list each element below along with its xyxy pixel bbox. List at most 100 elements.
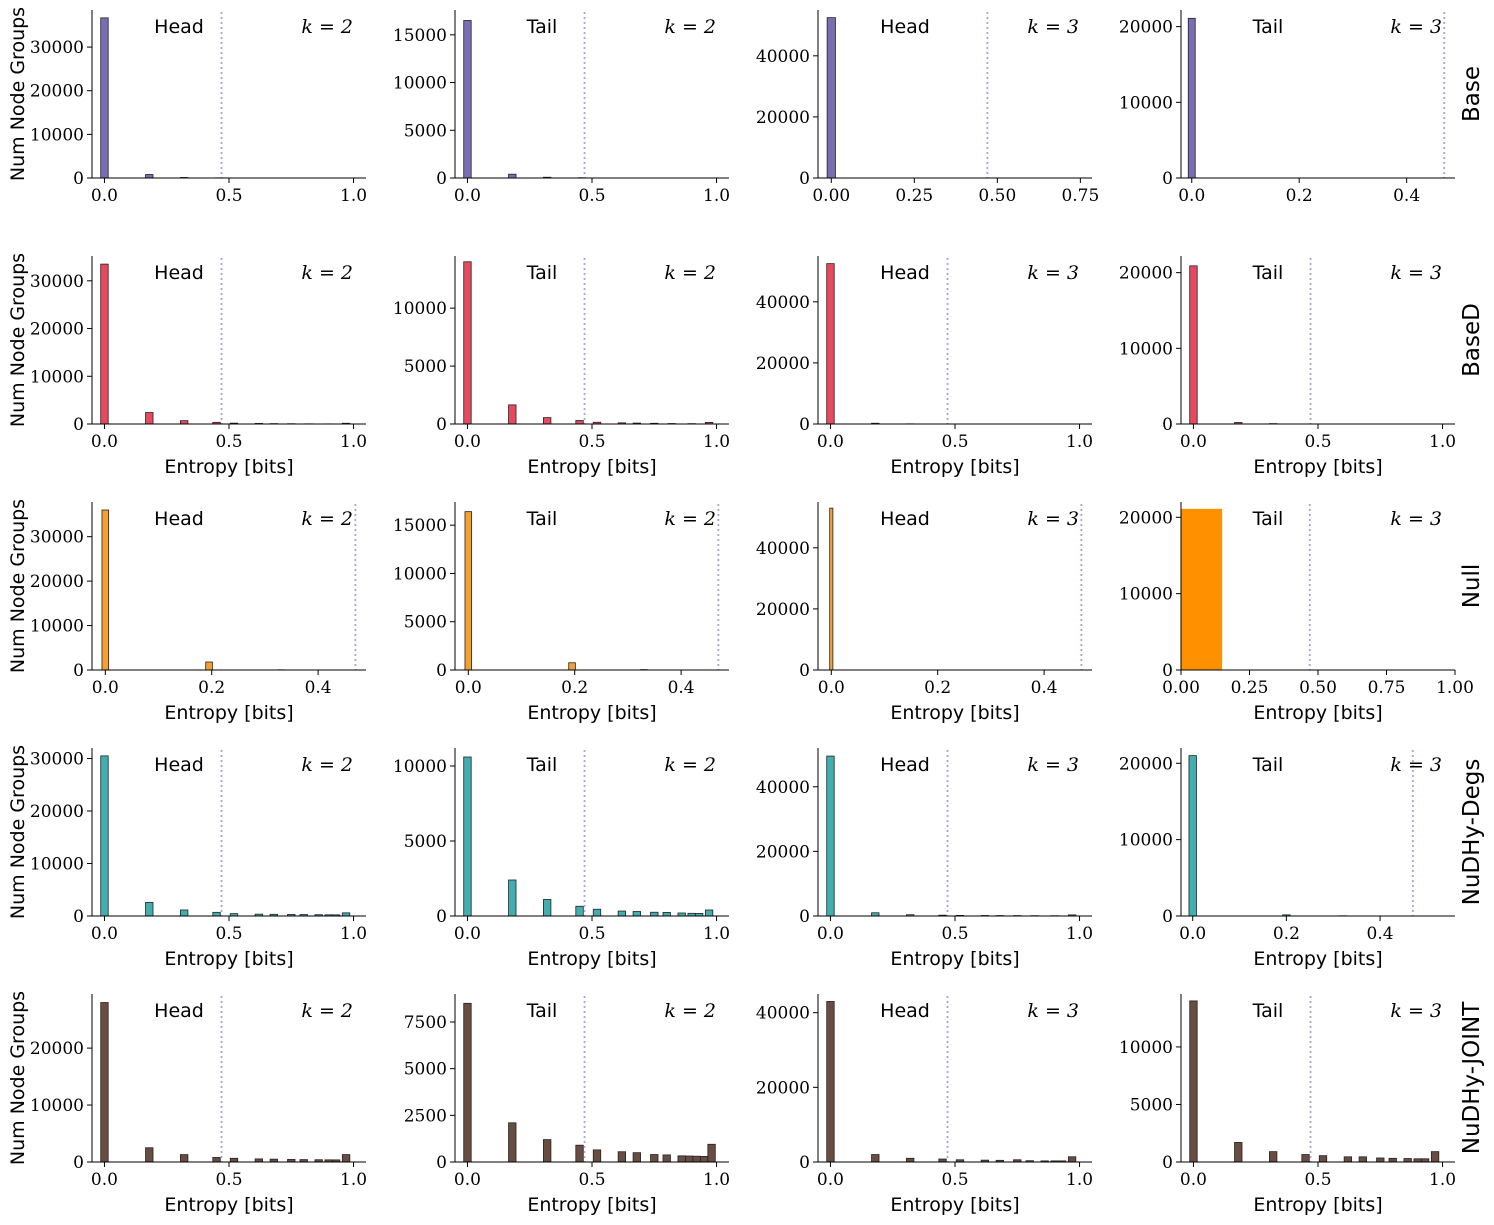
histogram-bar (463, 261, 472, 425)
y-tick-label: 40000 (756, 778, 810, 798)
panel-r0-c0: 0 10000 20000 30000 0.0 0.5 1.0 Head k = 2 (30, 10, 367, 206)
y-tick-label: 20000 (756, 108, 810, 128)
x-tick-label: 1.0 (340, 924, 367, 944)
y-tick-label: 0 (73, 661, 84, 681)
panel-subset-label: Tail (526, 262, 558, 284)
histogram-bar (592, 1149, 602, 1163)
x-axis-label: Entropy [bits] (1253, 456, 1382, 478)
histogram-bar (463, 756, 472, 917)
y-tick-label: 10000 (393, 757, 447, 777)
histogram-bar (1189, 265, 1198, 425)
histogram-bar (906, 1157, 915, 1163)
y-tick-label: 10000 (393, 299, 447, 319)
row-label-nudhy-joint: NuDHy-JOINT (1459, 1001, 1485, 1154)
panel-r2-c0: 0 10000 20000 30000 0.0 0.2 0.4 Head k = 2 Entrop… (30, 502, 366, 724)
y-tick-label: 10000 (1119, 1038, 1173, 1058)
x-tick-label: 1.0 (703, 186, 730, 206)
panel-subset-label: Head (880, 262, 930, 284)
x-tick-label: 0.2 (924, 678, 951, 698)
y-tick-label: 20000 (756, 600, 810, 620)
x-tick-label: 0.50 (978, 186, 1016, 206)
x-tick-label: 0.75 (1061, 186, 1099, 206)
x-tick-label: 0.50 (1299, 678, 1337, 698)
y-tick-label: 30000 (30, 750, 84, 770)
panel-k-label: k = 3 (1390, 1000, 1442, 1022)
panel-r4-c1: 0 2500 5000 7500 0.0 0.5 1.0 Tail k = 2 Entropy [… (404, 994, 730, 1216)
x-tick-label: 1.0 (1066, 432, 1093, 452)
x-tick-label: 0.5 (578, 186, 605, 206)
x-tick-label: 0.0 (1179, 924, 1206, 944)
histogram-bar (1388, 1157, 1397, 1163)
x-tick-label: 0.2 (561, 678, 588, 698)
panel-subset-label: Tail (526, 754, 558, 776)
y-tick-label: 0 (1162, 415, 1173, 435)
x-axis-label: Entropy [bits] (1253, 702, 1382, 724)
y-tick-label: 0 (1162, 661, 1173, 681)
panel-k-label: k = 3 (1390, 262, 1442, 284)
histogram-bar (205, 661, 213, 671)
y-tick-label: 20000 (1119, 264, 1173, 284)
histogram-bar (685, 1155, 694, 1163)
y-tick-label: 0 (73, 907, 84, 927)
panel-k-label: k = 2 (301, 508, 353, 530)
y-axis-label: Num Node Groups (7, 7, 29, 181)
y-tick-label: 0 (799, 415, 810, 435)
panel-subset-label: Head (154, 1000, 204, 1022)
x-axis-label: Entropy [bits] (890, 456, 1019, 478)
x-tick-label: 0.0 (454, 1170, 481, 1190)
y-tick-label: 15000 (393, 26, 447, 46)
y-tick-label: 30000 (30, 528, 84, 548)
histogram-bar (1181, 508, 1223, 670)
panel-k-label: k = 2 (301, 1000, 353, 1022)
panel-k-label: k = 3 (1390, 16, 1442, 38)
histogram-bar (592, 908, 602, 917)
histogram-bar (1430, 1151, 1440, 1163)
panel-subset-label: Tail (1252, 16, 1284, 38)
x-axis-label: Entropy [bits] (890, 1194, 1019, 1216)
panel-subset-label: Tail (1252, 262, 1284, 284)
x-tick-label: 0.25 (1231, 678, 1269, 698)
histogram-bar (145, 901, 154, 917)
panel-r3-c0: 0 10000 20000 30000 0.0 0.5 1.0 Head k = 2 Entrop… (30, 748, 367, 970)
x-axis-label: Entropy [bits] (164, 1194, 293, 1216)
histogram-bar (1234, 1142, 1243, 1163)
histogram-bar (826, 17, 836, 179)
panel-k-label: k = 2 (664, 1000, 716, 1022)
y-tick-label: 10000 (1119, 93, 1173, 113)
y-tick-label: 20000 (1119, 18, 1173, 38)
histogram-bar (677, 1155, 686, 1163)
histogram-bar (100, 1002, 109, 1163)
panel-subset-label: Head (154, 16, 204, 38)
y-tick-label: 5000 (404, 832, 447, 852)
panel-r2-c2: 0 20000 40000 0.0 0.2 0.4 Head k = 3 Entropy [bi… (756, 502, 1092, 724)
x-tick-label: 0.2 (1273, 924, 1300, 944)
x-tick-label: 0.4 (1393, 186, 1420, 206)
histogram-bar (180, 1154, 189, 1163)
y-tick-label: 30000 (30, 38, 84, 58)
panel-r0-c1: 0 5000 10000 15000 0.0 0.5 1.0 Tail k = 2 (393, 10, 730, 206)
histogram-bar (632, 1152, 641, 1163)
panel-r1-c1: 0 5000 10000 0.0 0.5 1.0 Tail k = 2 Entropy [bit… (393, 256, 730, 478)
histogram-bar (1376, 1157, 1385, 1163)
histogram-bar (100, 755, 109, 917)
x-axis-label: Entropy [bits] (890, 702, 1019, 724)
histogram-bar (341, 1154, 351, 1163)
x-tick-label: 0.00 (1162, 678, 1200, 698)
panel-subset-label: Tail (1252, 754, 1284, 776)
histogram-bar (464, 511, 473, 671)
y-tick-label: 40000 (756, 539, 810, 559)
histogram-bar (826, 1001, 835, 1163)
y-axis-label: Num Node Groups (7, 253, 29, 427)
panel-r3-c2: 0 20000 40000 0.0 0.5 1.0 Head k = 3 Entropy [bi… (756, 748, 1093, 970)
histogram-bar (145, 1147, 154, 1163)
histogram-bar (145, 174, 154, 179)
histogram-bar (180, 909, 189, 917)
histogram-bar (543, 899, 552, 917)
histogram-bar (1067, 1156, 1077, 1163)
histogram-bar (1189, 1000, 1198, 1163)
panel-r3-c3: 0 10000 20000 0.0 0.2 0.4 Tail k = 3 Entropy [bi… (1119, 748, 1455, 970)
histogram-bar (508, 173, 517, 179)
x-axis-label: Entropy [bits] (890, 948, 1019, 970)
x-tick-label: 0.0 (454, 186, 481, 206)
